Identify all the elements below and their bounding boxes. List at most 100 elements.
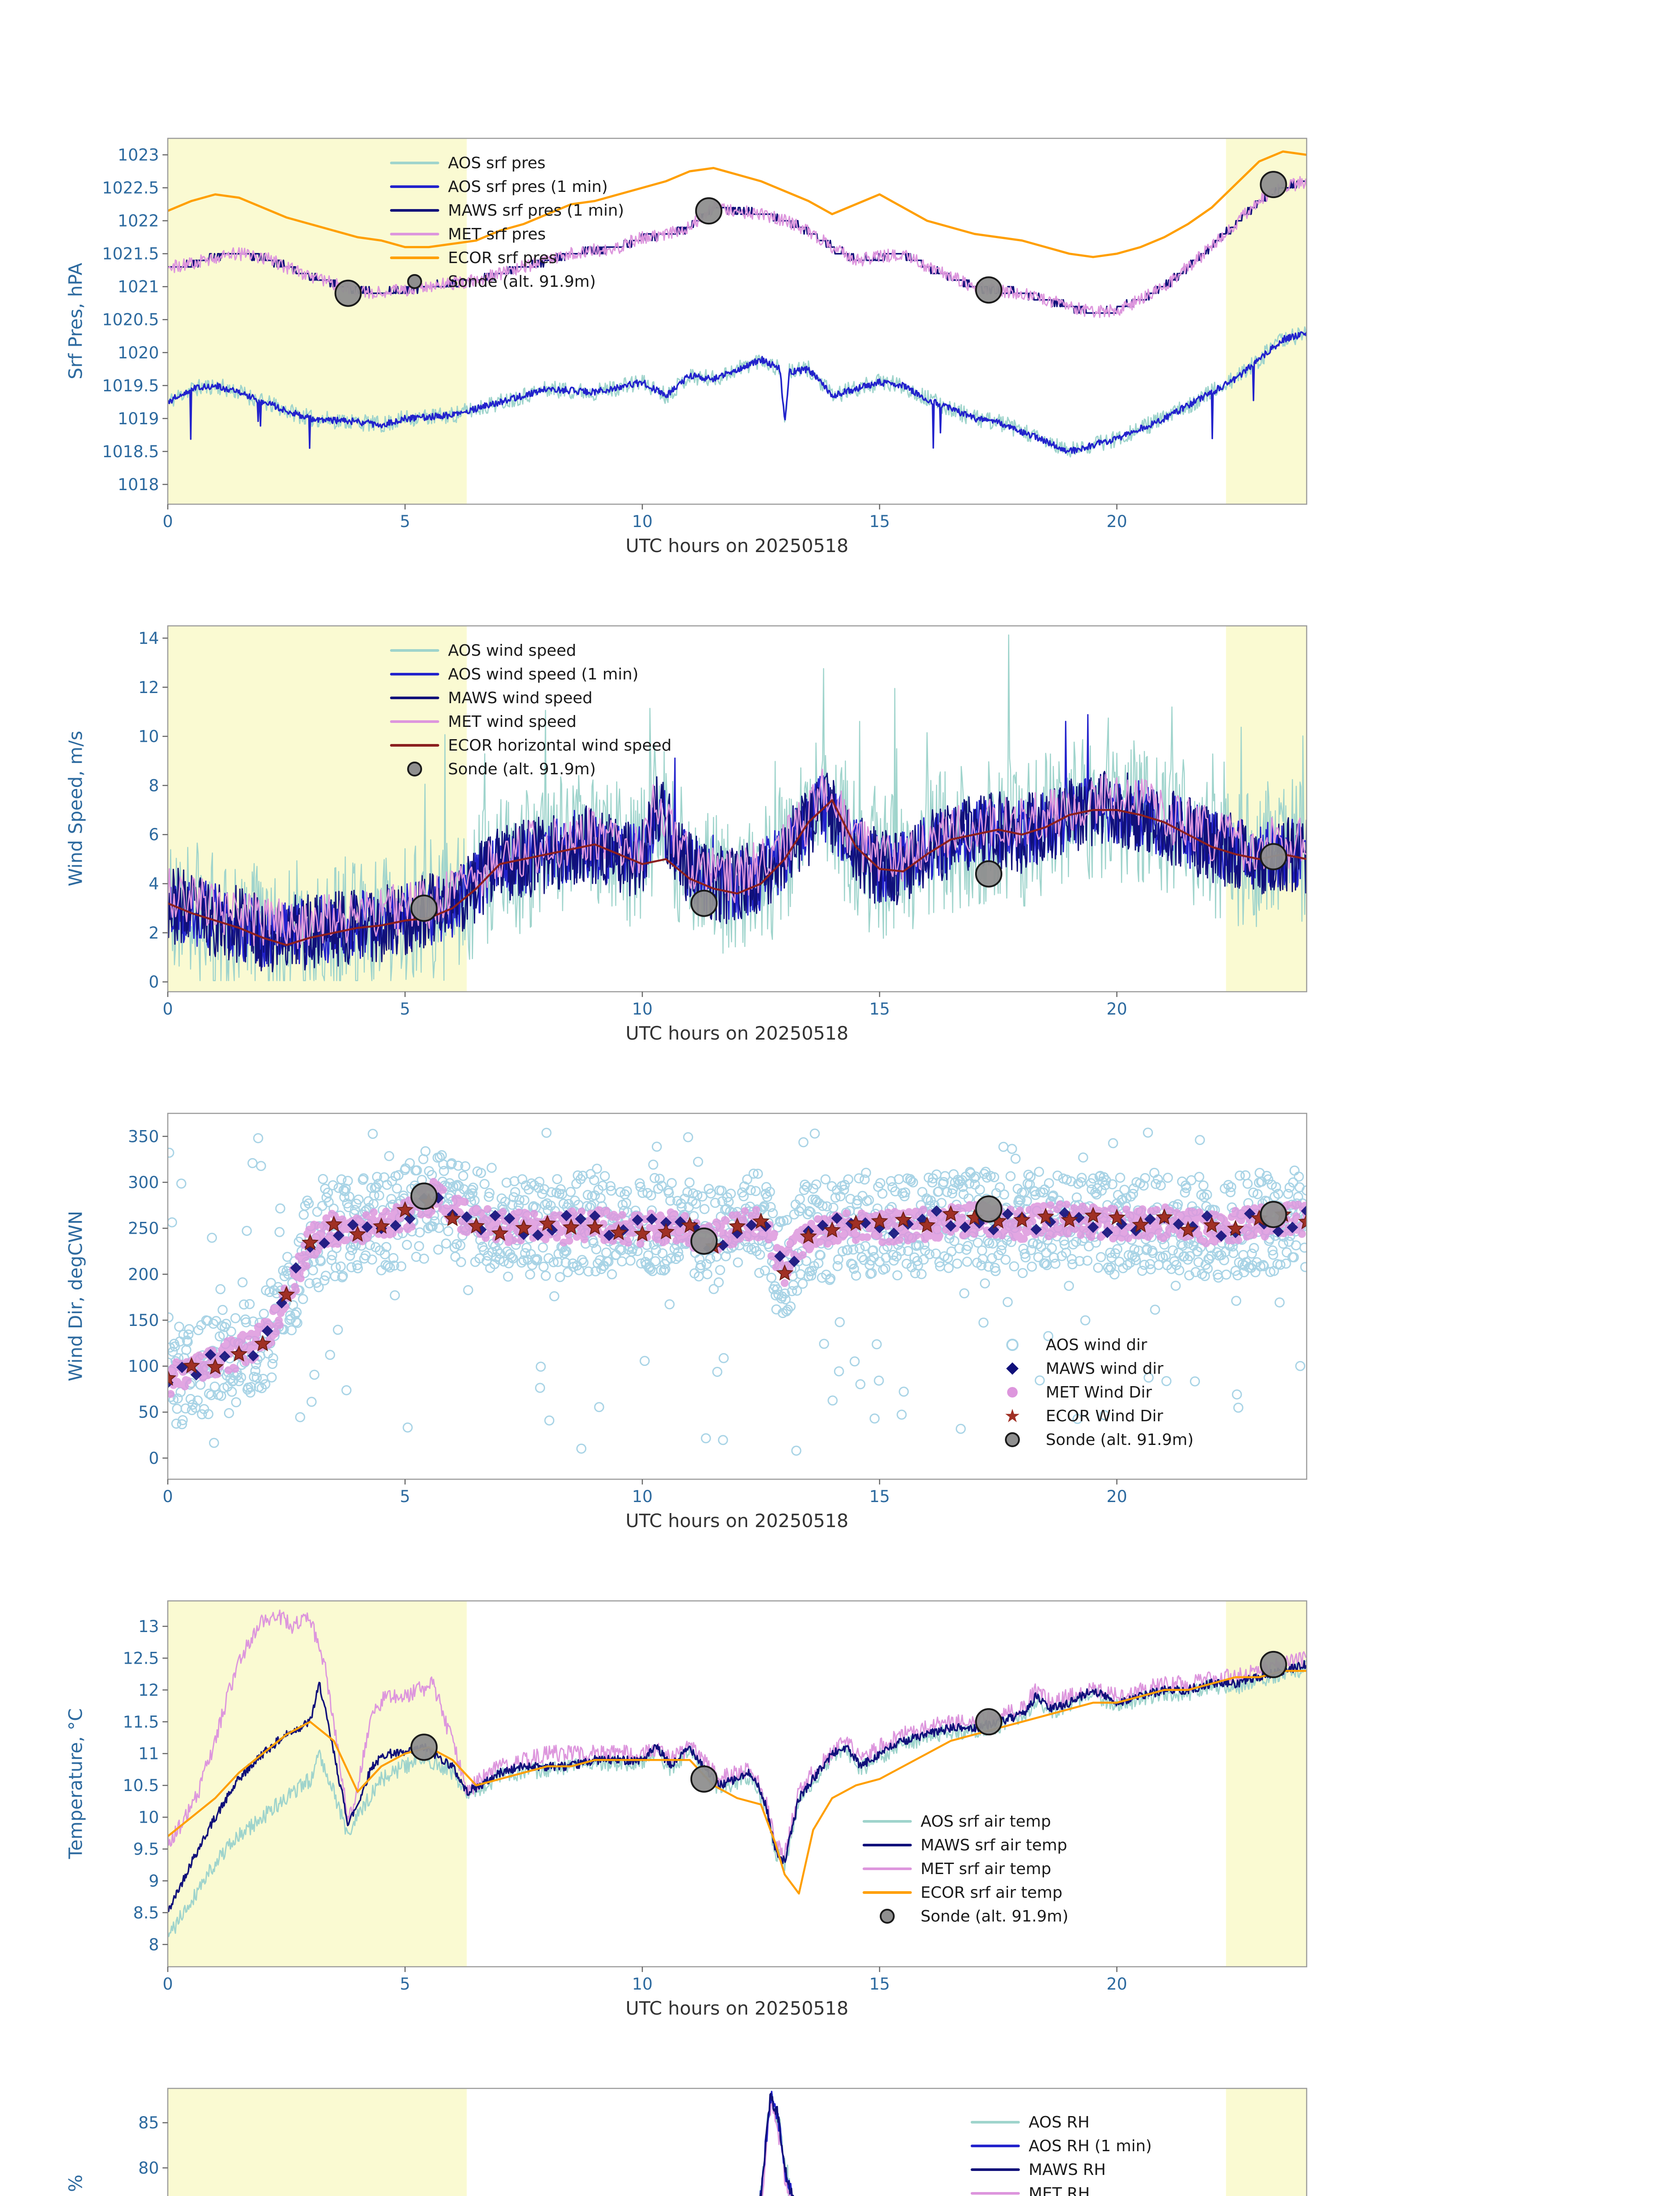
series-ecor-srf-pres	[168, 150, 1307, 258]
legend: AOS srf pres AOS srf pres (1 min) MAWS srf…	[390, 151, 624, 293]
legend-entry: AOS srf air temp	[863, 1810, 1069, 1833]
legend-label: MET srf pres	[448, 225, 546, 243]
plot-frame	[167, 137, 1308, 505]
sonde-marker	[975, 860, 1003, 888]
legend: AOS srf air temp MAWS srf air temp MET srf…	[863, 1810, 1069, 1928]
y-tick-label: 10	[138, 1808, 159, 1827]
legend-entry: AOS srf pres	[390, 151, 624, 175]
x-axis-label: UTC hours on 20250518	[625, 1510, 849, 1531]
y-tick-label: 12	[138, 1681, 159, 1700]
y-axis-label: Wind Speed, m/s	[65, 730, 87, 887]
x-tick-label: 0	[163, 1000, 173, 1019]
legend-label: AOS wind dir	[1046, 1336, 1147, 1354]
legend-entry: MET RH	[971, 2182, 1177, 2196]
series-ecor-srf-air-temp	[168, 1670, 1307, 1895]
legend-swatch-star: ★	[1004, 1405, 1021, 1427]
y-tick-label: 200	[128, 1265, 159, 1284]
legend-entry: AOS wind speed (1 min)	[390, 662, 672, 686]
legend-label: MAWS srf pres (1 min)	[448, 201, 624, 220]
legend-label: MAWS RH	[1029, 2160, 1106, 2179]
panel-wind-direction: 0 5 10 15 20 0 50 100 150 200 250 300 350 Wind Dir, …	[0, 975, 1680, 1531]
legend-entry: MET srf pres	[390, 222, 624, 246]
legend: AOS wind dir MAWS wind dir MET Wind Dir ★ EC…	[988, 1333, 1194, 1452]
y-tick-label: 8	[148, 1935, 159, 1954]
legend-swatch-line	[390, 649, 439, 652]
y-tick-label: 1020.5	[102, 311, 159, 329]
plot-canvas-temperature: 0 5 10 15 20 8 8.5 9 9.5 10 10.5 11 11.5 12 12.5 13	[123, 1600, 1308, 1994]
y-tick-label: 1023	[118, 146, 159, 165]
panel-surface-pressure: 0 5 10 15 20 1018 1018.5 1019 1019.5 1020 1020.5 10…	[0, 0, 1680, 556]
x-tick-label: 10	[632, 512, 653, 531]
y-tick-label: 0	[148, 1449, 159, 1468]
legend-entry: AOS RH	[971, 2110, 1177, 2134]
legend-entry: ECOR srf air temp	[863, 1881, 1069, 1904]
series-aos-wind-speed-1-min	[168, 714, 1307, 968]
legend-label: MAWS srf air temp	[921, 1836, 1067, 1854]
legend-label: Sonde (alt. 91.9m)	[448, 760, 596, 778]
y-tick-label: 1020	[118, 343, 159, 362]
x-tick-label: 15	[869, 512, 890, 531]
y-tick-label: 14	[138, 629, 159, 648]
sonde-marker	[975, 1195, 1003, 1223]
sonde-marker	[690, 889, 718, 917]
series-maws-srf-air-temp	[168, 1660, 1307, 1913]
legend-swatch-line	[390, 697, 439, 699]
legend-entry: MET srf air temp	[863, 1857, 1069, 1881]
legend-swatch-line	[971, 2192, 1020, 2195]
legend-swatch-line	[971, 2145, 1020, 2147]
sonde-marker	[334, 279, 362, 307]
legend-label: AOS srf pres (1 min)	[448, 177, 608, 196]
y-tick-label: 250	[128, 1219, 159, 1238]
legend-entry: MAWS wind speed	[390, 686, 672, 710]
legend-label: AOS RH (1 min)	[1029, 2137, 1152, 2155]
y-tick-label: 1018.5	[102, 442, 159, 461]
legend-swatch-diamond	[988, 1362, 1037, 1375]
x-tick-label: 5	[400, 1975, 410, 1994]
legend-swatch-line	[863, 1867, 912, 1870]
legend-entry: ★ ECOR Wind Dir	[988, 1404, 1194, 1428]
legend-swatch-line	[971, 2168, 1020, 2171]
series-maws-wind-dir	[168, 1192, 1307, 1389]
panel-temperature: 0 5 10 15 20 8 8.5 9 9.5 10 10.5 11 11.5 12 12.5 13 Tem…	[0, 1463, 1680, 2019]
y-tick-label: 1021	[118, 278, 159, 296]
legend-entry: AOS wind dir	[988, 1333, 1194, 1357]
y-tick-label: 85	[138, 2113, 159, 2132]
legend-entry: AOS srf pres (1 min)	[390, 175, 624, 199]
y-tick-label: 1019.5	[102, 376, 159, 395]
sonde-marker	[690, 1765, 718, 1793]
plot-canvas-wind-speed: 0 5 10 15 20 0 2 4 6 8 10 12 14	[138, 625, 1308, 1019]
sonde-marker	[410, 1734, 438, 1761]
plot-canvas-relative-humidity: 051015205055606570758085	[138, 2088, 1308, 2196]
legend-swatch-line	[863, 1844, 912, 1846]
sonde-marker	[975, 1708, 1003, 1736]
sonde-marker	[1260, 843, 1287, 870]
y-tick-label: 80	[138, 2159, 159, 2178]
legend-swatch-line	[390, 162, 439, 164]
legend-entry: AOS wind speed	[390, 639, 672, 662]
legend-swatch-line	[863, 1820, 912, 1823]
legend-entry: Sonde (alt. 91.9m)	[863, 1904, 1069, 1928]
series-met-wind-speed	[168, 769, 1307, 949]
legend-entry: ECOR horizontal wind speed	[390, 733, 672, 757]
series-aos-srf-air-temp	[168, 1659, 1307, 1937]
y-tick-label: 1022	[118, 212, 159, 231]
sonde-marker	[695, 197, 723, 225]
legend-label: ECOR Wind Dir	[1046, 1407, 1163, 1425]
plot-frame	[167, 1600, 1308, 1968]
y-tick-label: 1021.5	[102, 245, 159, 264]
legend-entry: MAWS srf pres (1 min)	[390, 199, 624, 222]
y-tick-label: 8	[148, 776, 159, 795]
y-tick-label: 300	[128, 1173, 159, 1192]
y-axis-label: Srf Pres, hPA	[65, 263, 87, 379]
sonde-marker	[975, 276, 1003, 304]
x-tick-label: 0	[163, 1975, 173, 1994]
legend-entry: MAWS wind dir	[988, 1357, 1194, 1380]
series-ecor-horizontal-wind-speed	[168, 799, 1307, 946]
shaded-region	[168, 2088, 467, 2196]
legend-label: MAWS wind speed	[448, 689, 593, 707]
legend-entry: ECOR srf pres	[390, 246, 624, 270]
x-tick-label: 0	[163, 1487, 173, 1506]
legend-swatch-circle	[988, 1387, 1037, 1398]
